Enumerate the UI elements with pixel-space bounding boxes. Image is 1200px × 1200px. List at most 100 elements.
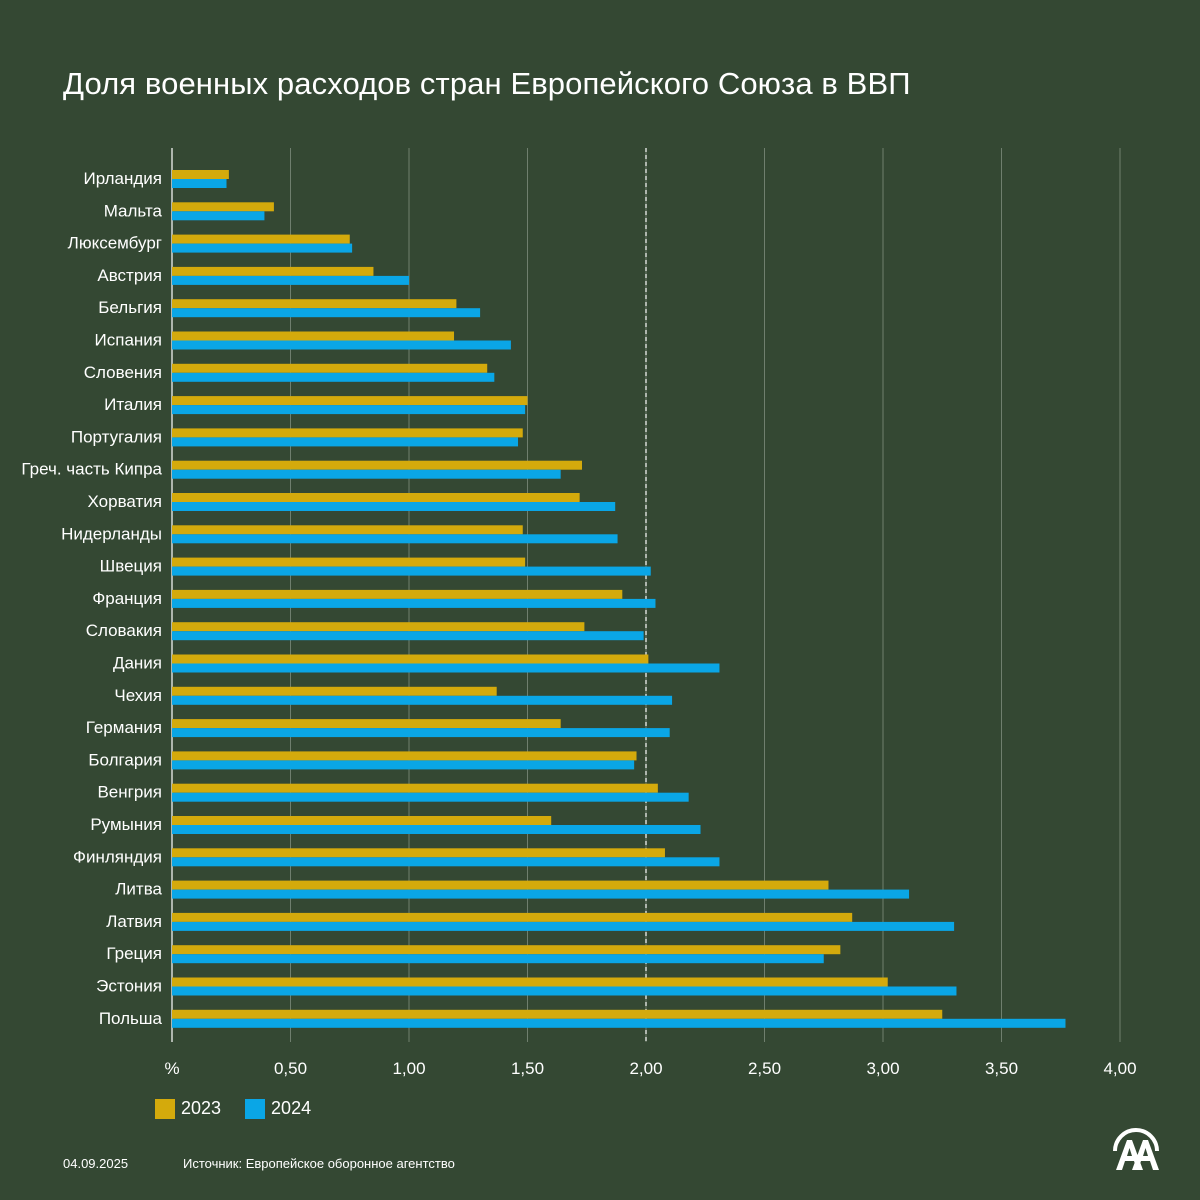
bar-2024 [172, 308, 481, 318]
bar-2023 [172, 654, 649, 664]
category-label: Мальта [104, 201, 163, 220]
category-label: Швеция [100, 557, 162, 576]
bar-2024 [172, 792, 689, 802]
bar-2023 [172, 686, 497, 696]
category-label: Франция [92, 589, 162, 608]
category-label: Бельгия [98, 298, 162, 317]
bar-2023 [172, 299, 457, 309]
bar-2024 [172, 211, 265, 221]
category-label: Германия [86, 718, 162, 737]
legend-item-2024: 2024 [245, 1098, 311, 1119]
bar-2023 [172, 493, 580, 502]
legend-swatch-2023 [155, 1098, 175, 1119]
bar-2023 [172, 170, 229, 179]
x-tick-label: 3,50 [985, 1059, 1018, 1078]
bar-2023 [172, 331, 455, 341]
bar-2023 [172, 719, 561, 729]
category-label: Польша [99, 1009, 163, 1028]
bar-2023 [172, 880, 829, 890]
bar-2023 [172, 363, 488, 373]
anadolu-agency-logo [1113, 1128, 1159, 1170]
legend-label-2023: 2023 [181, 1098, 222, 1118]
bar-2023 [172, 816, 552, 825]
x-tick-label: 4,00 [1103, 1059, 1136, 1078]
legend: 2023 2024 [155, 1098, 335, 1119]
bar-2024 [172, 437, 519, 447]
source-note: Источник: Европейское оборонное агентств… [183, 1156, 455, 1171]
bar-2024 [172, 469, 561, 479]
bar-2024 [172, 857, 720, 867]
x-tick-label: 2,50 [748, 1059, 781, 1078]
bar-2024 [172, 825, 701, 834]
bar-2024 [172, 760, 635, 770]
bar-2024 [172, 921, 955, 931]
legend-label-2024: 2024 [271, 1098, 312, 1118]
x-tick-label: 1,00 [392, 1059, 425, 1078]
bar-2024 [172, 631, 644, 641]
bar-2023 [172, 848, 665, 858]
bar-2023 [172, 751, 637, 761]
bar-2024 [172, 889, 910, 899]
bar-2024 [172, 566, 651, 576]
x-tick-label: 3,00 [866, 1059, 899, 1078]
bar-2024 [172, 598, 656, 608]
publication-date: 04.09.2025 [63, 1156, 129, 1171]
bar-2024 [172, 275, 409, 285]
bar-2023 [172, 557, 526, 567]
category-label: Испания [95, 331, 162, 350]
category-label: Эстония [96, 977, 162, 996]
category-label: Греч. часть Кипра [21, 460, 162, 479]
x-tick-label: 1,50 [511, 1059, 544, 1078]
category-label: Венгрия [97, 783, 162, 802]
category-label: Финляндия [73, 847, 162, 866]
category-label: Италия [104, 395, 162, 414]
category-labels: Ирландия Мальта Люксембург Австрия Бельгия Ис… [21, 169, 162, 1028]
bar-2023 [172, 525, 523, 535]
bar-2024 [172, 986, 957, 996]
bar-2024 [172, 954, 824, 964]
bar-2023 [172, 977, 888, 987]
bar-2024 [172, 502, 616, 511]
legend-item-2023: 2023 [155, 1098, 221, 1119]
category-label: Хорватия [88, 492, 162, 511]
category-label: Болгария [88, 750, 162, 769]
category-label: Нидерланды [61, 524, 162, 543]
x-tick-label: 0,50 [274, 1059, 307, 1078]
bar-2023 [172, 622, 585, 632]
bar-2024 [172, 534, 618, 544]
bar-2024 [172, 663, 720, 673]
bars [172, 170, 1066, 1028]
bar-2023 [172, 945, 841, 955]
bar-2024 [172, 405, 526, 415]
category-label: Словения [84, 363, 162, 382]
bar-2024 [172, 1018, 1066, 1028]
bar-2023 [172, 202, 274, 212]
category-label: Люксембург [68, 234, 162, 253]
category-label: Латвия [106, 912, 162, 931]
bar-2023 [172, 396, 528, 406]
category-label: Дания [113, 654, 162, 673]
category-label: Португалия [71, 427, 162, 446]
bar-2024 [172, 728, 670, 738]
x-axis-tick-labels: % 0,50 1,00 1,50 2,00 2,50 3,00 3,50 4,00 [164, 1059, 1136, 1078]
bar-2023 [172, 589, 623, 599]
category-label: Греция [106, 944, 162, 963]
bar-2023 [172, 428, 523, 438]
bar-2023 [172, 1009, 943, 1019]
category-label: Ирландия [84, 169, 162, 188]
bar-2023 [172, 783, 658, 793]
bar-2023 [172, 266, 374, 276]
bar-2024 [172, 372, 495, 382]
bar-2024 [172, 695, 673, 705]
bar-2023 [172, 912, 853, 922]
x-tick-label: 2,00 [629, 1059, 662, 1078]
category-label: Австрия [97, 266, 162, 285]
category-label: Румыния [90, 815, 162, 834]
category-label: Словакия [86, 621, 162, 640]
chart-title: Доля военных расходов стран Европейского… [63, 66, 911, 101]
category-label: Литва [115, 880, 162, 899]
bar-2024 [172, 243, 353, 253]
legend-swatch-2024 [245, 1098, 266, 1119]
bar-2024 [172, 340, 511, 350]
